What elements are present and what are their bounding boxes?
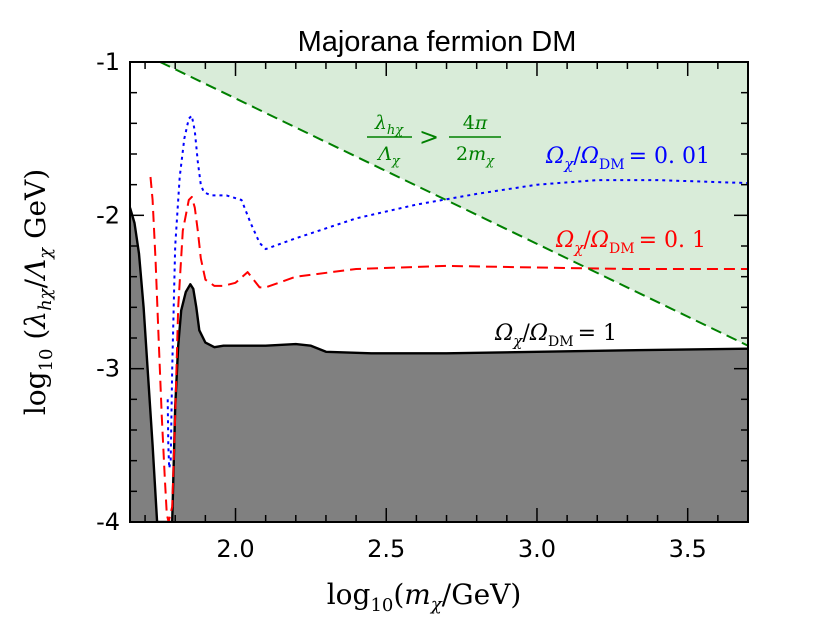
y-tick-label: -1 (96, 48, 120, 76)
bound-numerator-right: 4π (463, 112, 488, 134)
plot-area (130, 62, 748, 522)
axis-ticks: 2.0 2.5 3.0 3.5 -1 -2 -3 -4 (96, 48, 749, 563)
bound-numerator-left: λhχ (374, 112, 404, 138)
bound-operator: > (419, 123, 439, 151)
series-line-0 (130, 207, 748, 522)
series-line-1 (149, 176, 748, 522)
annotation-bound: λhχ Λχ > 4π 2mχ (367, 112, 501, 169)
y-tick-label: -3 (96, 355, 120, 383)
series-line-3 (159, 62, 748, 347)
annotation-omega-1: Ωχ/ΩDM = 1 (494, 321, 617, 350)
bound-denominator-left: Λχ (376, 143, 401, 169)
chart-title: Majorana fermion DM (298, 26, 577, 58)
x-tick-label: 3.0 (518, 535, 556, 563)
annotation-omega-0.1: Ωχ/ΩDM = 0. 1 (555, 228, 706, 257)
bound-denominator-right: 2mχ (456, 143, 495, 169)
annotation-omega-0.01: Ωχ/ΩDM = 0. 01 (545, 144, 710, 173)
x-tick-label: 2.0 (216, 535, 254, 563)
region-fill-excluded-relic (130, 207, 748, 522)
x-axis-label: log10(mχ/GeV) (327, 578, 522, 616)
plot-frame (129, 61, 749, 523)
y-tick-label: -2 (96, 201, 120, 229)
y-tick-label: -4 (96, 508, 120, 536)
series-line-2 (166, 114, 748, 470)
x-tick-label: 2.5 (367, 535, 405, 563)
x-tick-label: 3.5 (669, 535, 707, 563)
